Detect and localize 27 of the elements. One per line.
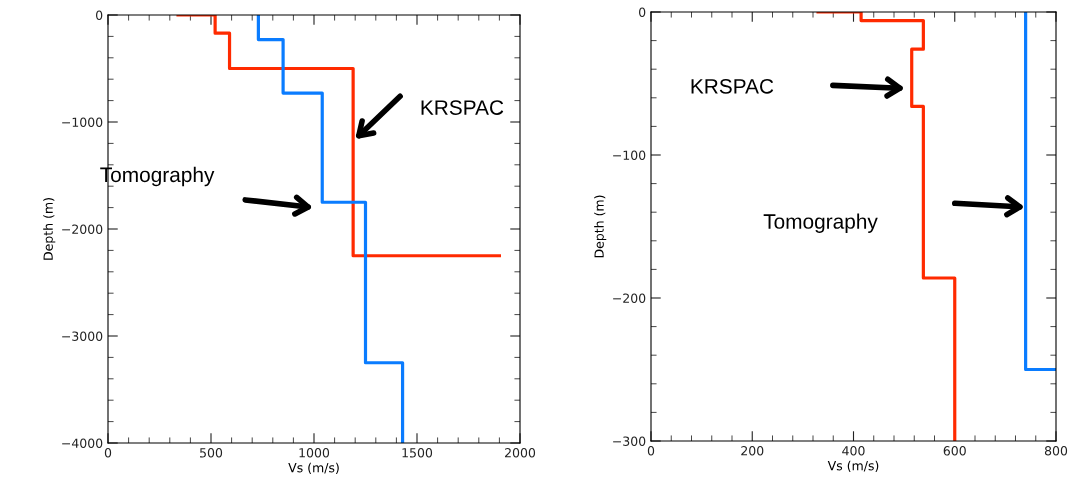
- x-tick-label: 1000: [299, 448, 330, 458]
- x-tick-label: 1500: [402, 448, 433, 458]
- y-tick-label: −2000: [62, 224, 103, 234]
- annotation: KRSPAC: [691, 78, 774, 94]
- x-axis-title: Vs (m/s): [288, 462, 339, 474]
- y-tick-label: −3000: [62, 331, 103, 341]
- annotation: KRSPAC: [421, 100, 504, 115]
- y-axis-title: Depth (m): [43, 198, 56, 260]
- y-tick-label: −300: [613, 436, 646, 446]
- y-tick-label: −1000: [62, 117, 103, 127]
- x-tick-label: 600: [943, 446, 966, 456]
- x-tick-label: 800: [1044, 446, 1068, 456]
- x-tick-label: 400: [842, 446, 865, 456]
- line-series: [256, 15, 405, 443]
- y-tick-label: 0: [96, 10, 103, 20]
- x-tick-label: 500: [200, 448, 223, 458]
- y-tick-label: −4000: [62, 438, 103, 448]
- y-axis-title: Depth (m): [594, 195, 607, 258]
- y-tick-label: −200: [613, 293, 646, 303]
- y-tick-label: 0: [639, 7, 646, 17]
- x-tick-label: 0: [104, 448, 112, 458]
- x-tick-label: 0: [647, 446, 655, 456]
- annotation: Tomography: [763, 213, 878, 233]
- x-tick-label: 200: [741, 446, 764, 456]
- x-tick-label: 2000: [505, 448, 536, 458]
- y-tick-label: −100: [613, 150, 646, 160]
- x-axis-title: Vs (m/s): [827, 460, 879, 472]
